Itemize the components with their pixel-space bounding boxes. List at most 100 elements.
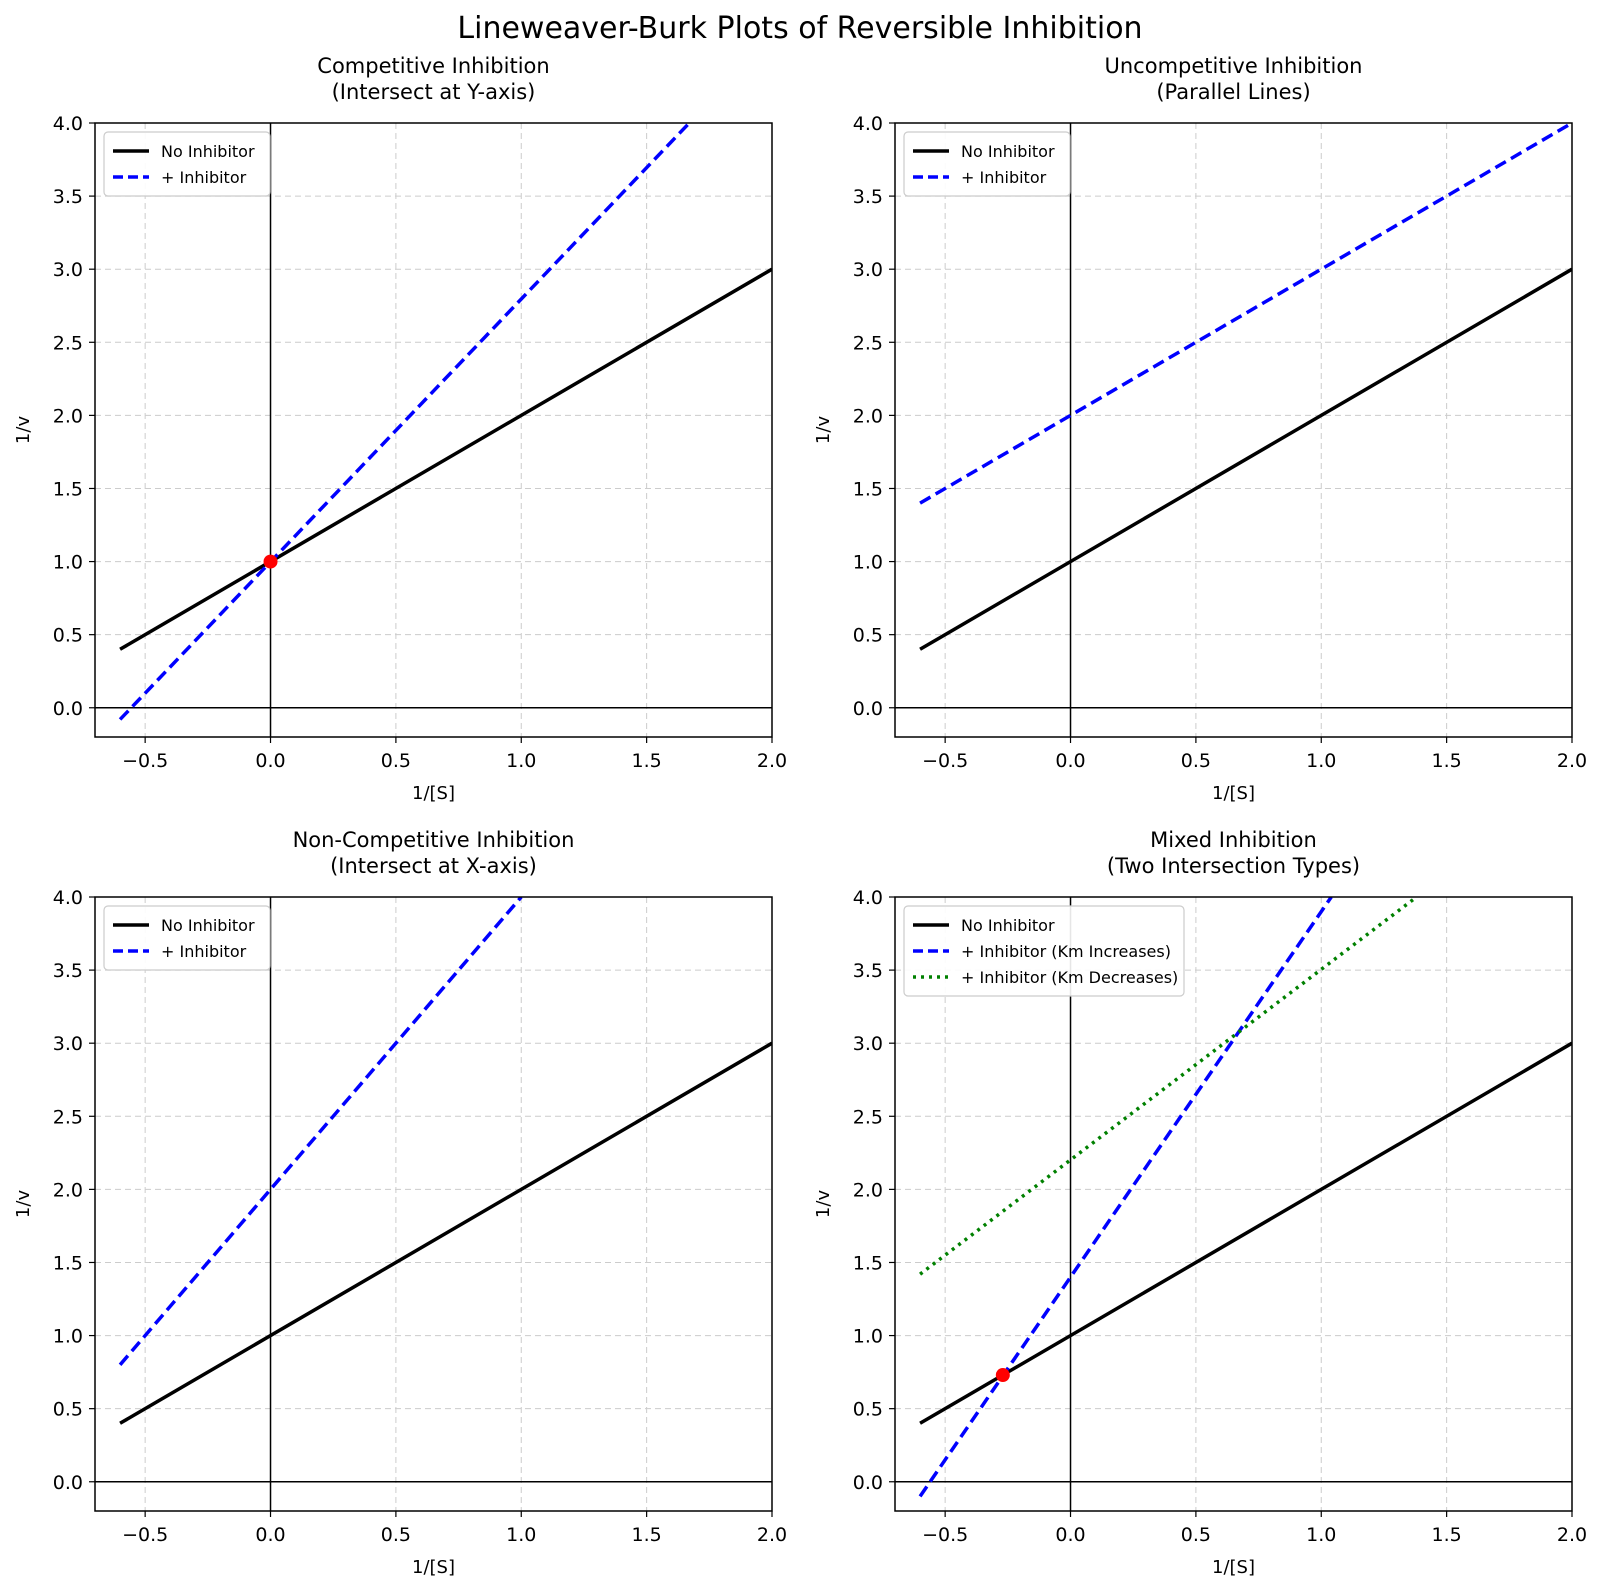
x-tick-label: 1.5 — [632, 750, 662, 772]
y-axis-label: 1/v — [13, 416, 34, 445]
y-tick-label: 1.5 — [53, 1252, 83, 1274]
x-tick-label: −0.5 — [922, 1524, 968, 1546]
legend-label-1: No Inhibitor — [961, 916, 1055, 935]
y-tick-label: 4.0 — [53, 113, 83, 135]
legend-label-2: + Inhibitor (Km Increases) — [961, 942, 1171, 961]
chart-panel-3: −0.5 0.0 0.5 1.0 1.5 2.0 0.0 0.5 1.0 1.5 2.0 2.5 3.0… — [13, 828, 787, 1578]
x-tick-label: 0.0 — [1055, 750, 1085, 772]
x-axis-label: 1/[S] — [1212, 783, 1255, 804]
y-tick-label: 0.5 — [853, 625, 883, 647]
y-tick-label: 0.5 — [53, 625, 83, 647]
y-tick-label: 3.0 — [853, 259, 883, 281]
y-tick-label: 3.0 — [53, 1033, 83, 1055]
y-tick-label: 3.5 — [53, 960, 83, 982]
x-tick-label: 0.0 — [255, 750, 285, 772]
intersection-point-marker — [263, 554, 278, 569]
y-tick-label: 1.0 — [53, 1326, 83, 1348]
y-tick-label: 3.0 — [53, 259, 83, 281]
chart-panel-4: −0.5 0.0 0.5 1.0 1.5 2.0 0.0 0.5 1.0 1.5 2.0 2.5 3.0… — [813, 828, 1587, 1578]
y-tick-label: 4.0 — [53, 887, 83, 909]
y-tick-label: 0.5 — [853, 1399, 883, 1421]
y-tick-label: 1.5 — [53, 478, 83, 500]
figure-title: Lineweaver-Burk Plots of Reversible Inhi… — [457, 11, 1142, 46]
series-line-2 — [118, 897, 523, 1366]
legend-label-1: No Inhibitor — [961, 142, 1055, 161]
y-tick-label: 2.0 — [853, 1179, 883, 1201]
x-tick-label: 2.0 — [1557, 750, 1587, 772]
panel-title-line1: Uncompetitive Inhibition — [1105, 54, 1363, 78]
legend-label-1: No Inhibitor — [161, 916, 255, 935]
legend-label-1: No Inhibitor — [161, 142, 255, 161]
x-tick-label: 1.0 — [1306, 1524, 1336, 1546]
legend-box — [903, 905, 1185, 997]
x-tick-label: 1.0 — [1306, 750, 1336, 772]
x-tick-label: 1.0 — [506, 750, 536, 772]
legend: No Inhibitor + Inhibitor — [903, 131, 1071, 197]
y-tick-label: 2.0 — [53, 405, 83, 427]
legend-box — [103, 905, 271, 971]
chart-panel-2: −0.5 0.0 0.5 1.0 1.5 2.0 0.0 0.5 1.0 1.5 2.0 2.5 3.0… — [813, 54, 1587, 804]
x-tick-label: 0.0 — [255, 1524, 285, 1546]
y-tick-label: 0.0 — [53, 1472, 83, 1494]
legend-label-2: + Inhibitor — [961, 168, 1047, 187]
legend: No Inhibitor + Inhibitor — [103, 131, 271, 197]
x-tick-label: 0.5 — [1181, 750, 1211, 772]
legend: No Inhibitor + Inhibitor (Km Increases) + … — [903, 905, 1185, 997]
axes-frame — [894, 896, 1573, 1512]
axes-frame — [894, 122, 1573, 738]
x-axis-label: 1/[S] — [1212, 1557, 1255, 1578]
data-layer — [919, 123, 1572, 651]
intersection-point-marker — [995, 1368, 1010, 1383]
y-tick-label: 0.0 — [853, 698, 883, 720]
y-tick-label: 2.5 — [53, 332, 83, 354]
y-tick-label: 2.5 — [53, 1106, 83, 1128]
y-tick-label: 2.0 — [853, 405, 883, 427]
axes-frame — [94, 896, 773, 1512]
series-line-1 — [119, 267, 772, 651]
y-tick-label: 3.0 — [853, 1033, 883, 1055]
x-tick-label: 1.0 — [506, 1524, 536, 1546]
x-tick-label: −0.5 — [922, 750, 968, 772]
y-tick-label: 0.0 — [853, 1472, 883, 1494]
series-line-2 — [118, 123, 691, 721]
y-tick-label: 1.0 — [853, 552, 883, 574]
data-layer — [118, 123, 772, 721]
y-tick-label: 2.5 — [853, 1106, 883, 1128]
y-tick-label: 3.5 — [853, 186, 883, 208]
x-tick-label: 2.0 — [1557, 1524, 1587, 1546]
panel-title-line2: (Intersect at Y-axis) — [332, 80, 536, 104]
x-axis-label: 1/[S] — [412, 783, 455, 804]
y-tick-label: 1.0 — [53, 552, 83, 574]
x-tick-label: 1.5 — [632, 1524, 662, 1546]
legend-label-3: + Inhibitor (Km Decreases) — [961, 968, 1178, 987]
legend: No Inhibitor + Inhibitor — [103, 905, 271, 971]
y-axis-label: 1/v — [813, 416, 834, 445]
series-line-1 — [919, 267, 1572, 651]
axes-frame — [94, 122, 773, 738]
panel-title-line1: Non-Competitive Inhibition — [293, 828, 575, 852]
panel-title-line2: (Parallel Lines) — [1156, 80, 1310, 104]
y-tick-label: 1.5 — [853, 478, 883, 500]
series-line-1 — [119, 1041, 772, 1425]
x-tick-label: 2.0 — [757, 750, 787, 772]
panel-title-line2: (Intersect at X-axis) — [330, 854, 537, 878]
y-tick-label: 1.0 — [853, 1326, 883, 1348]
x-tick-label: 0.5 — [381, 1524, 411, 1546]
panel-title-line1: Competitive Inhibition — [317, 54, 549, 78]
y-tick-label: 2.5 — [853, 332, 883, 354]
series-line-1 — [919, 1041, 1572, 1425]
legend-box — [103, 131, 271, 197]
y-tick-label: 3.5 — [853, 960, 883, 982]
y-tick-label: 0.0 — [53, 698, 83, 720]
data-layer — [918, 897, 1572, 1498]
x-tick-label: 0.5 — [1181, 1524, 1211, 1546]
legend-label-2: + Inhibitor — [161, 942, 247, 961]
y-tick-label: 3.5 — [53, 186, 83, 208]
data-layer — [118, 897, 772, 1425]
x-tick-label: 1.5 — [1432, 750, 1462, 772]
x-tick-label: −0.5 — [122, 750, 168, 772]
y-tick-label: 4.0 — [853, 113, 883, 135]
panel-title-line1: Mixed Inhibition — [1150, 828, 1317, 852]
y-tick-label: 1.5 — [853, 1252, 883, 1274]
